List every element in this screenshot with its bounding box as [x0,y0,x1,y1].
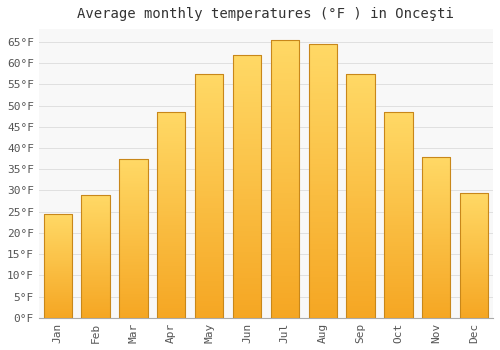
Title: Average monthly temperatures (°F ) in Onceşti: Average monthly temperatures (°F ) in On… [78,7,454,21]
